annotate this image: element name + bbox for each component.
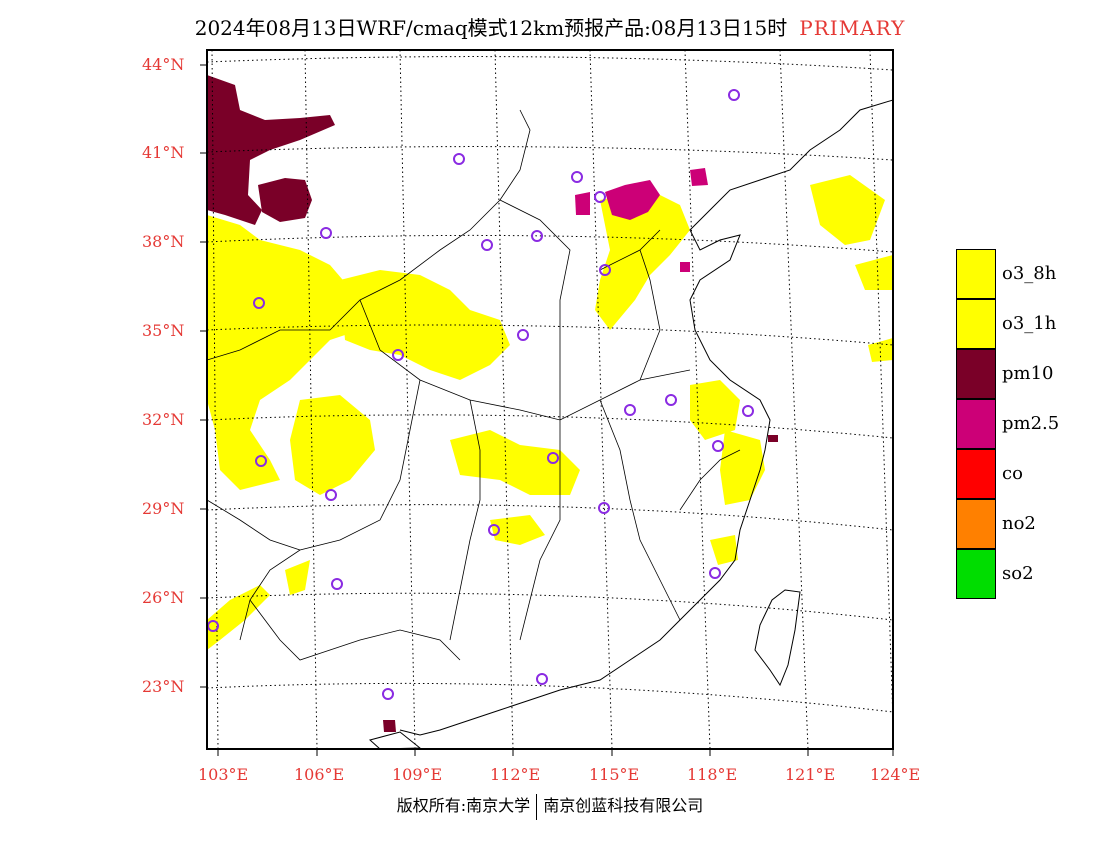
map-title: 2024年08月13日WRF/cmaq模式12km预报产品:08月13日15时 P… xyxy=(0,12,1100,41)
pm25-blob-a xyxy=(575,192,590,215)
station-marker xyxy=(709,567,721,579)
lat-label-23n: 23°N xyxy=(142,677,185,696)
legend-swatch-pm25 xyxy=(956,399,996,449)
lon-label-121e: 121°E xyxy=(785,765,836,784)
o3-region-central-north xyxy=(340,270,510,380)
station-marker xyxy=(453,153,465,165)
lat-label-44n: 44°N xyxy=(142,55,185,74)
lat-label-38n: 38°N xyxy=(142,232,185,251)
lat-label-29n: 29°N xyxy=(142,499,185,518)
lat-label-32n: 32°N xyxy=(142,410,185,429)
pm25-blob-c xyxy=(680,262,690,272)
pm10-dot-a xyxy=(383,720,396,732)
lon-label-112e: 112°E xyxy=(490,765,541,784)
lon-label-109e: 109°E xyxy=(392,765,443,784)
footer-left: 版权所有:南京大学 xyxy=(396,796,531,815)
pm25-blob-b xyxy=(690,168,708,186)
lat-label-41n: 41°N xyxy=(142,143,185,162)
station-marker xyxy=(536,673,548,685)
station-marker xyxy=(325,489,337,501)
station-marker xyxy=(255,455,267,467)
footer-separator xyxy=(536,793,538,820)
legend-label-pm25: pm2.5 xyxy=(1002,413,1060,434)
lon-label-124e: 124°E xyxy=(870,765,921,784)
coastline xyxy=(399,99,893,736)
station-marker xyxy=(665,394,677,406)
station-marker xyxy=(598,502,610,514)
station-marker xyxy=(594,191,606,203)
station-marker xyxy=(599,264,611,276)
station-marker xyxy=(320,227,332,239)
o3-region-south-b xyxy=(490,515,545,545)
station-marker xyxy=(481,239,493,251)
station-marker xyxy=(517,329,529,341)
station-marker xyxy=(331,578,343,590)
o3-region-korea xyxy=(810,175,885,245)
station-markers xyxy=(207,89,754,700)
legend-swatch-o3-8h xyxy=(956,249,996,299)
pm10-region-northwest xyxy=(207,75,335,225)
o3-region-north-china xyxy=(595,190,690,330)
station-marker xyxy=(547,452,559,464)
station-marker xyxy=(712,440,724,452)
legend-label-o3-8h: o3_8h xyxy=(1002,263,1057,284)
station-marker xyxy=(728,89,740,101)
station-marker xyxy=(742,405,754,417)
o3-region-east-a xyxy=(690,380,740,440)
o3-region-southwest xyxy=(207,585,270,650)
map-frame xyxy=(206,49,894,750)
legend-label-no2: no2 xyxy=(1002,513,1036,534)
legend-swatch-pm10 xyxy=(956,349,996,399)
province-borders xyxy=(207,109,741,661)
legend-label-o3-1h: o3_1h xyxy=(1002,313,1057,334)
copyright-footer: 版权所有:南京大学 南京创蓝科技有限公司 xyxy=(0,792,1100,820)
legend-swatch-co xyxy=(956,449,996,499)
o3-region-east-b xyxy=(720,430,765,505)
legend-label-pm10: pm10 xyxy=(1002,363,1054,384)
station-marker xyxy=(382,688,394,700)
legend-swatch-so2 xyxy=(956,549,996,599)
station-marker xyxy=(253,297,265,309)
pm10-blob xyxy=(258,178,312,222)
lon-label-103e: 103°E xyxy=(198,765,249,784)
title-main: 2024年08月13日WRF/cmaq模式12km预报产品:08月13日15时 xyxy=(194,16,788,40)
axis-ticks xyxy=(200,64,894,756)
graticule xyxy=(207,50,893,749)
legend-label-co: co xyxy=(1002,463,1023,484)
station-marker xyxy=(624,404,636,416)
lon-label-115e: 115°E xyxy=(589,765,640,784)
pm25-region-jingjin xyxy=(605,180,660,220)
o3-region-central xyxy=(450,430,580,495)
lat-label-35n: 35°N xyxy=(142,321,185,340)
station-marker xyxy=(571,171,583,183)
station-marker xyxy=(488,524,500,536)
lon-label-118e: 118°E xyxy=(687,765,738,784)
title-tag: PRIMARY xyxy=(799,16,906,40)
legend-swatch-no2 xyxy=(956,499,996,549)
station-marker xyxy=(392,349,404,361)
lat-label-26n: 26°N xyxy=(142,588,185,607)
o3-region-south-c xyxy=(285,560,310,595)
o3-region-west xyxy=(207,215,360,490)
taiwan xyxy=(754,589,801,687)
pm10-dot-b xyxy=(768,435,778,442)
station-marker xyxy=(531,230,543,242)
legend-label-so2: so2 xyxy=(1002,563,1034,584)
footer-right: 南京创蓝科技有限公司 xyxy=(543,796,704,815)
o3-region-northeast-edge xyxy=(855,255,893,290)
o3-region-fujian xyxy=(710,535,738,565)
lon-label-106e: 106°E xyxy=(294,765,345,784)
legend-swatch-o3-1h xyxy=(956,299,996,349)
